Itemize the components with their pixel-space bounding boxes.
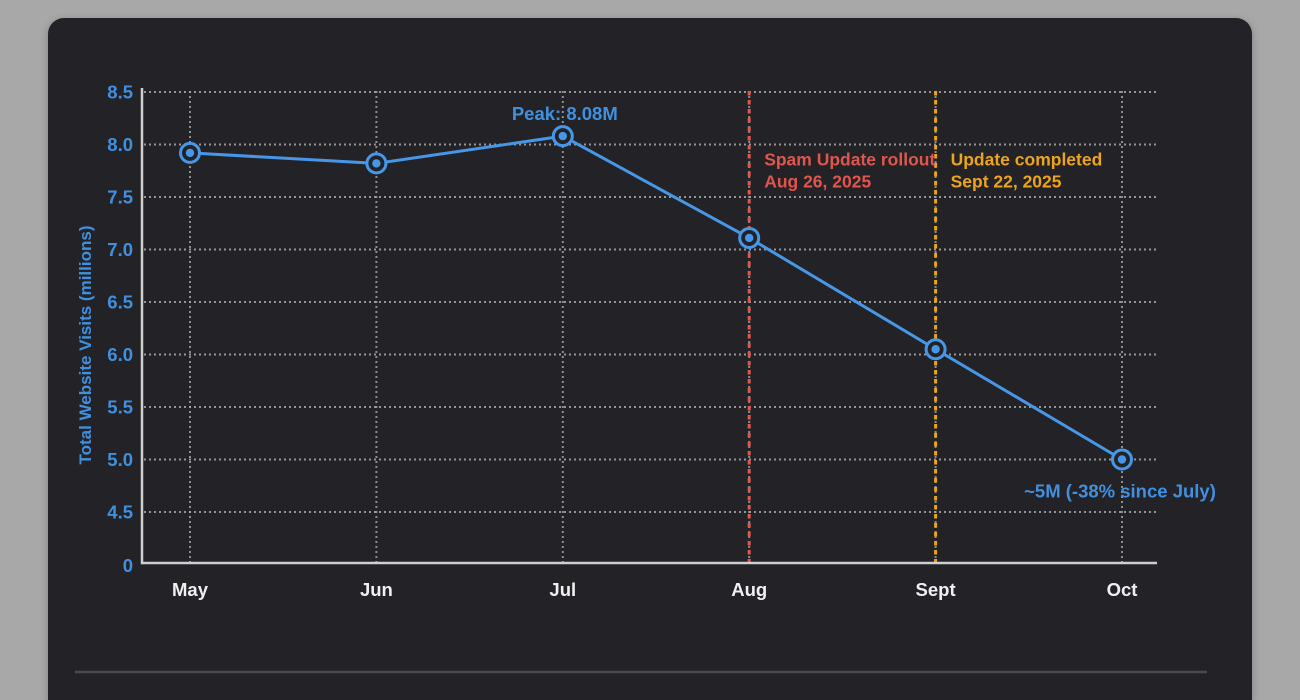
x-tick-label: Oct [1107, 579, 1138, 600]
y-tick-label-zero: 0 [123, 555, 133, 576]
chart-panel: 8.5 8.0 7.5 7.0 6.5 6.0 5.5 5.0 4.5 0 May Jun Jul Aug… [48, 18, 1252, 700]
event-date: Aug 26, 2025 [764, 172, 871, 192]
series [179, 125, 1133, 471]
event-label: Spam Update rollout [764, 150, 935, 170]
event-lines [747, 91, 938, 563]
y-tick-label: 5.0 [107, 449, 133, 470]
line-chart: 8.5 8.0 7.5 7.0 6.5 6.0 5.5 5.0 4.5 0 May Jun Jul Aug… [75, 82, 1216, 674]
y-tick-label: 8.5 [107, 82, 133, 103]
marker-dot [558, 131, 567, 141]
series-line [188, 134, 1124, 461]
horizontal-gridlines [144, 91, 1157, 513]
x-tick-label: Sept [916, 579, 956, 600]
data-point-sept [924, 338, 947, 361]
marker-dot [372, 159, 381, 168]
data-point-jun [365, 152, 388, 175]
data-point-may [179, 141, 201, 164]
marker-dot [185, 148, 195, 158]
marker-dot [745, 233, 754, 243]
y-axis-title: Total Website Visits (millions) [76, 226, 95, 465]
data-point-oct [1111, 448, 1133, 471]
x-tick-label: May [172, 579, 209, 600]
y-tick-label: 4.5 [107, 502, 133, 523]
y-tick-label: 7.0 [107, 239, 133, 260]
axes [140, 88, 1157, 565]
data-point-aug [738, 226, 761, 249]
x-tick-label: Aug [731, 579, 767, 600]
y-tick-label: 6.0 [107, 344, 133, 365]
event-label: Update completed [951, 150, 1103, 170]
x-tick-label: Jun [360, 579, 393, 600]
axis-labels: 8.5 8.0 7.5 7.0 6.5 6.0 5.5 5.0 4.5 0 May Jun Jul Aug… [76, 82, 1137, 601]
y-tick-label: 7.5 [107, 187, 133, 208]
data-point-jul [551, 125, 574, 148]
event-date: Sept 22, 2025 [951, 172, 1062, 192]
y-tick-label: 5.5 [107, 397, 133, 418]
marker-dot [1117, 455, 1127, 464]
y-tick-label: 8.0 [107, 134, 133, 155]
annotation-peak: Peak: 8.08M [512, 103, 618, 124]
annotation-oct-drop: ~5M (-38% since July) [1024, 481, 1216, 502]
x-tick-label: Jul [549, 579, 576, 600]
marker-dot [931, 345, 940, 354]
y-tick-label: 6.5 [107, 292, 133, 313]
